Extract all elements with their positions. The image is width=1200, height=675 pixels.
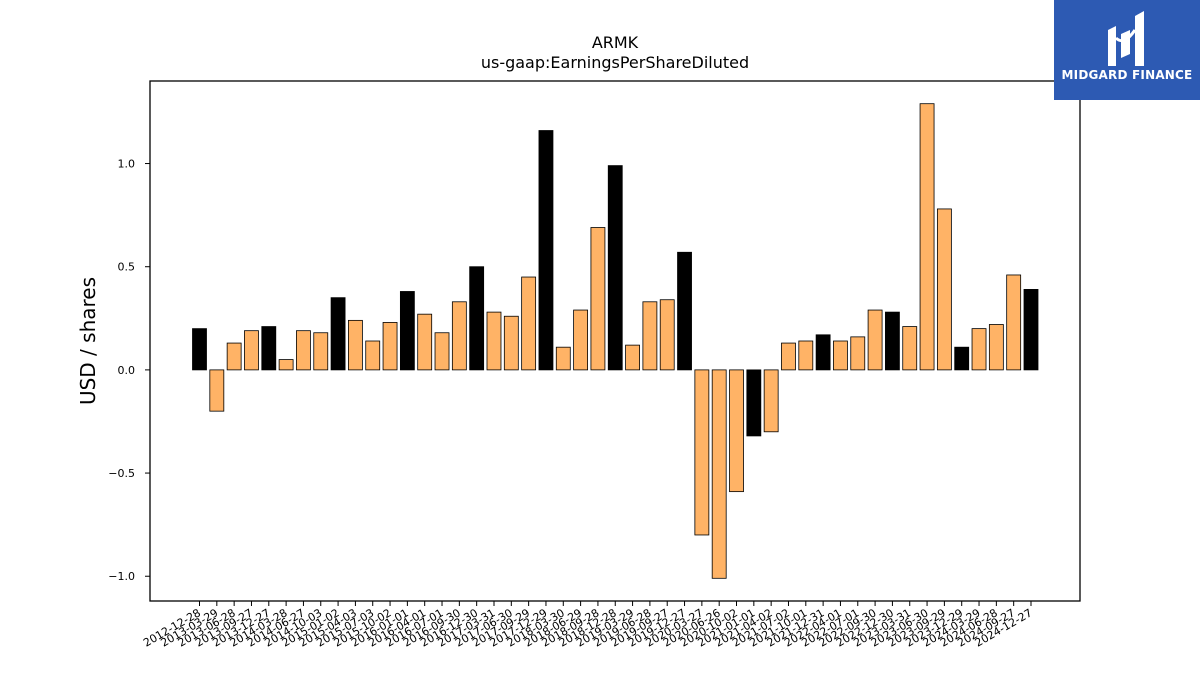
bar-2022-07-01 [850, 336, 866, 371]
bar-2016-01-01 [399, 291, 415, 371]
bar-2020-03-27 [694, 369, 710, 536]
bar-2019-12-27 [677, 251, 692, 371]
bar-2024-03-29 [971, 328, 987, 371]
bar-2020-06-26 [711, 369, 727, 579]
bar-2022-04-01 [833, 340, 848, 371]
bar-2024-12-27 [1023, 289, 1039, 371]
bar-2023-06-30 [919, 103, 935, 371]
bar-2016-12-30 [469, 266, 485, 371]
y-ticks-group: −1.0 −0.5 0.0 0.5 1.0 [108, 158, 150, 583]
bar-2018-03-30 [555, 346, 571, 371]
x-ticks-group: 2012-12-282013-03-292013-06-282013-09-27… [141, 601, 1035, 650]
bar-2016-09-30 [451, 301, 467, 371]
bar-2022-12-30 [885, 311, 900, 371]
bar-2021-04-02 [763, 369, 779, 433]
bar-2014-10-03 [313, 332, 329, 371]
y-tick-label: 1.0 [118, 158, 136, 171]
bar-2023-03-31 [902, 326, 918, 371]
bar-2018-09-28 [590, 227, 606, 371]
bar-2015-04-03 [348, 319, 363, 371]
logo-mark-icon [1108, 11, 1144, 66]
y-tick-label: −0.5 [108, 467, 135, 480]
bar-2017-03-31 [486, 311, 502, 371]
bar-2019-03-29 [625, 344, 640, 371]
bar-2023-12-29 [954, 346, 970, 371]
plot-frame [149, 80, 1081, 602]
bar-2021-07-02 [781, 342, 796, 371]
bar-2013-09-27 [244, 330, 259, 371]
bar-2018-06-29 [573, 309, 589, 371]
bar-2014-03-28 [278, 359, 294, 371]
bar-2015-10-02 [382, 322, 398, 371]
bar-2012-12-28 [192, 328, 207, 371]
logo-text: MIDGARD FINANCE [1061, 68, 1193, 82]
bar-2016-07-01 [434, 332, 450, 371]
bar-2024-06-28 [988, 324, 1004, 371]
y-tick-label: 0.0 [118, 364, 136, 377]
bar-2022-09-30 [867, 309, 883, 371]
bars-group [192, 103, 1039, 579]
bar-2017-12-29 [538, 130, 554, 371]
bar-2023-09-29 [936, 208, 952, 371]
bar-2024-09-27 [1006, 274, 1022, 371]
chart-title: ARMK [592, 33, 639, 52]
bar-2015-01-02 [330, 297, 346, 371]
bar-2019-09-27 [659, 299, 675, 371]
y-tick-label: 0.5 [118, 261, 136, 274]
bar-2013-06-28 [226, 342, 242, 371]
brand-logo: MIDGARD FINANCE [1054, 0, 1200, 100]
bar-2021-01-01 [746, 369, 762, 437]
bar-2021-12-31 [815, 334, 831, 371]
bar-2017-09-29 [521, 276, 537, 371]
bar-2013-03-29 [209, 369, 225, 412]
chart-subtitle: us-gaap:EarningsPerShareDiluted [481, 53, 749, 72]
bar-2013-12-27 [261, 326, 277, 371]
bar-2019-06-28 [642, 301, 658, 371]
bar-2014-06-27 [296, 330, 311, 371]
bar-2020-10-02 [729, 369, 744, 493]
y-tick-label: −1.0 [108, 570, 135, 583]
bar-2018-12-28 [607, 165, 623, 371]
bar-2021-10-01 [798, 340, 814, 371]
bar-2015-07-03 [365, 340, 381, 371]
y-axis-label: USD / shares [76, 277, 100, 405]
bar-2016-04-01 [417, 313, 433, 371]
bar-2017-06-30 [503, 315, 519, 371]
